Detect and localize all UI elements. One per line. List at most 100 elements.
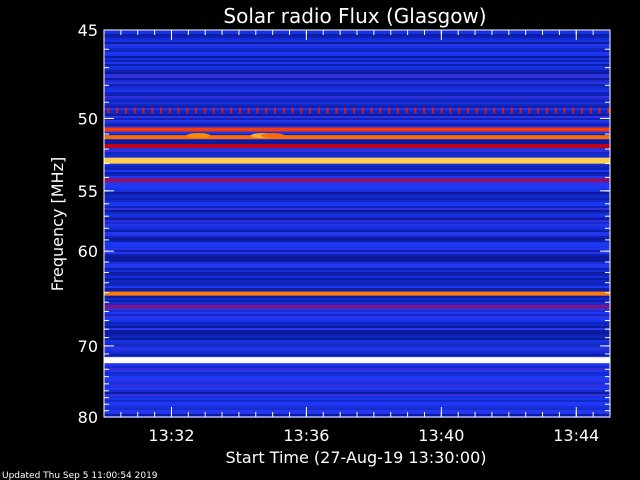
texture-row — [104, 50, 610, 52]
texture-row — [104, 288, 610, 290]
x-tick-label: 13:36 — [283, 426, 329, 445]
texture-row — [104, 112, 610, 114]
band-dot — [247, 107, 250, 114]
texture-row — [104, 238, 610, 240]
texture-row — [104, 404, 610, 406]
texture-row — [104, 410, 610, 412]
texture-row — [104, 86, 610, 88]
texture-row — [104, 194, 610, 196]
texture-row — [104, 48, 610, 50]
texture-row — [104, 300, 610, 302]
texture-row — [104, 364, 610, 366]
texture-row — [104, 232, 610, 234]
texture-row — [104, 96, 610, 98]
texture-row — [104, 106, 610, 108]
texture-row — [104, 176, 610, 178]
emission-bands — [104, 107, 610, 364]
band-dot — [265, 107, 268, 114]
texture-row — [104, 286, 610, 288]
texture-row — [104, 380, 610, 382]
texture-row — [104, 62, 610, 64]
texture-row — [104, 132, 610, 134]
band-dot — [510, 107, 513, 114]
texture-row — [104, 184, 610, 186]
texture-row — [104, 402, 610, 404]
texture-row — [104, 46, 610, 48]
texture-row — [104, 84, 610, 86]
band-dot — [133, 107, 136, 114]
texture-row — [104, 124, 610, 126]
texture-row — [104, 296, 610, 298]
texture-row — [104, 38, 610, 40]
band-dot — [212, 107, 215, 114]
band-dot — [405, 107, 408, 114]
band-dot — [440, 107, 443, 114]
y-tick-label: 45 — [78, 21, 98, 40]
texture-row — [104, 390, 610, 392]
texture-row — [104, 244, 610, 246]
band-dot — [572, 107, 575, 114]
y-tick-label: 60 — [78, 242, 98, 261]
texture-row — [104, 284, 610, 286]
texture-row — [104, 230, 610, 232]
texture-row — [104, 76, 610, 78]
texture-row — [104, 206, 610, 208]
band-dot — [493, 107, 496, 114]
texture-row — [104, 396, 610, 398]
texture-row — [104, 156, 610, 158]
texture-row — [104, 228, 610, 230]
band-dot — [361, 107, 364, 114]
band-dot — [545, 107, 548, 114]
band-dot — [186, 107, 189, 114]
band — [104, 144, 610, 149]
texture-row — [104, 152, 610, 154]
band — [104, 127, 610, 132]
y-tick-label: 80 — [78, 408, 98, 427]
texture-row — [104, 224, 610, 226]
texture-row — [104, 282, 610, 284]
y-tick-label: 50 — [78, 109, 98, 128]
texture-row — [104, 166, 610, 168]
texture-row — [104, 314, 610, 316]
texture-row — [104, 114, 610, 116]
texture-row — [104, 204, 610, 206]
texture-row — [104, 408, 610, 410]
band-dot — [431, 107, 434, 114]
x-tick-label: 13:44 — [553, 426, 599, 445]
texture-row — [104, 310, 610, 312]
band-dot — [484, 107, 487, 114]
band-dot — [221, 107, 224, 114]
band-dot — [414, 107, 417, 114]
band-dot — [519, 107, 522, 114]
texture-row — [104, 372, 610, 374]
band-dot — [379, 107, 382, 114]
texture-row — [104, 394, 610, 396]
texture-row — [104, 52, 610, 54]
band-dot — [326, 107, 329, 114]
band-dot — [396, 107, 399, 114]
texture-row — [104, 234, 610, 236]
band-dot — [124, 107, 127, 114]
texture-row — [104, 366, 610, 368]
texture-row — [104, 218, 610, 220]
texture-row — [104, 120, 610, 122]
texture-row — [104, 330, 610, 332]
band-dot — [291, 107, 294, 114]
texture-row — [104, 216, 610, 218]
texture-row — [104, 104, 610, 106]
texture-row — [104, 116, 610, 118]
texture-row — [104, 172, 610, 174]
texture-row — [104, 344, 610, 346]
band-dot — [607, 107, 610, 114]
band-dot — [256, 107, 259, 114]
texture-row — [104, 354, 610, 356]
texture-row — [104, 326, 610, 328]
band — [104, 291, 610, 296]
texture-row — [104, 134, 610, 136]
texture-row — [104, 376, 610, 378]
texture-row — [104, 346, 610, 348]
texture-row — [104, 182, 610, 184]
texture-row — [104, 274, 610, 276]
band-dot — [309, 107, 312, 114]
texture-row — [104, 140, 610, 142]
